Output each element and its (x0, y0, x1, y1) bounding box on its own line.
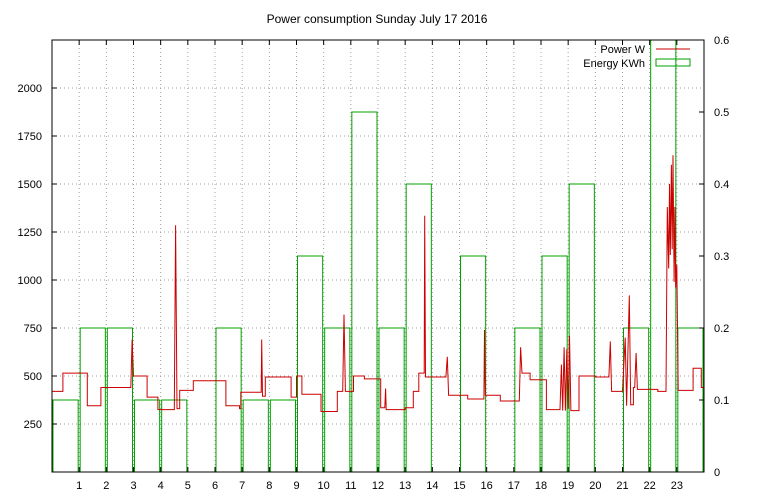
y-right-tick-label: 0.6 (714, 35, 729, 47)
x-tick-label: 12 (372, 480, 384, 492)
y-left-tick-label: 750 (24, 323, 42, 335)
y-right-tick-label: 0.3 (714, 251, 729, 263)
y-right-tick-label: 0 (714, 467, 720, 479)
y-left-tick-label: 2000 (18, 83, 42, 95)
x-tick-label: 9 (293, 480, 299, 492)
energy-bar (378, 327, 405, 473)
x-tick-label: 22 (644, 480, 656, 492)
x-tick-label: 8 (266, 480, 272, 492)
x-tick-label: 14 (426, 480, 438, 492)
x-tick-label: 13 (399, 480, 411, 492)
x-tick-label: 11 (345, 480, 356, 492)
legend-swatch-energy (655, 58, 691, 67)
y-left-tick-label: 1750 (18, 131, 42, 143)
x-tick-label: 21 (616, 480, 628, 492)
energy-bar (269, 399, 297, 473)
grid (52, 40, 704, 472)
x-tick-label: 1 (76, 480, 82, 492)
energy-bar (460, 255, 487, 473)
x-tick-label: 4 (158, 480, 164, 492)
energy-bar (514, 327, 541, 473)
x-tick-label: 16 (481, 480, 493, 492)
energy-bar (134, 399, 161, 473)
legend-label-energy: Energy KWh (583, 58, 645, 70)
power-line (52, 155, 704, 412)
energy-bar (242, 399, 269, 473)
x-tick-label: 7 (239, 480, 245, 492)
energy-bar (623, 327, 650, 473)
x-tick-label: 3 (130, 480, 136, 492)
energy-bar (297, 255, 324, 473)
legend-label-power: Power W (600, 44, 645, 56)
x-tick-label: 20 (589, 480, 601, 492)
y-left-tick-label: 1250 (18, 227, 42, 239)
y-right-tick-label: 0.1 (714, 395, 729, 407)
energy-bar (215, 327, 242, 473)
y-right-tick-label: 0.5 (714, 107, 729, 119)
energy-bar (106, 327, 134, 473)
energy-bar (79, 327, 106, 473)
chart-title: Power consumption Sunday July 17 2016 (267, 12, 488, 26)
x-tick-label: 2 (103, 480, 109, 492)
y-left-tick-label: 1500 (18, 179, 42, 191)
energy-bar (161, 399, 188, 473)
y-left-tick-label: 1000 (18, 275, 42, 287)
x-tick-label: 23 (671, 480, 683, 492)
axis-ticks: 1 2 3 4 5 6 7 8 9 10 11 12 13 14 15 16 17 18 19 20 21 22 23250… (18, 35, 730, 492)
y-left-tick-label: 500 (24, 371, 42, 383)
y-right-tick-label: 0.4 (714, 179, 729, 191)
x-tick-label: 19 (562, 480, 574, 492)
legend: Power W Energy KWh (583, 44, 691, 70)
power-w-series (52, 155, 704, 412)
energy-bar (351, 111, 378, 473)
x-tick-label: 15 (453, 480, 465, 492)
energy-bar (650, 39, 677, 473)
x-tick-label: 10 (318, 480, 330, 492)
y-right-tick-label: 0.2 (714, 323, 729, 335)
energy-bar (405, 183, 432, 473)
x-tick-label: 5 (185, 480, 191, 492)
x-tick-label: 6 (212, 480, 218, 492)
x-tick-label: 18 (535, 480, 547, 492)
x-tick-label: 17 (508, 480, 520, 492)
y-left-tick-label: 250 (24, 419, 42, 431)
energy-bar (52, 399, 79, 473)
